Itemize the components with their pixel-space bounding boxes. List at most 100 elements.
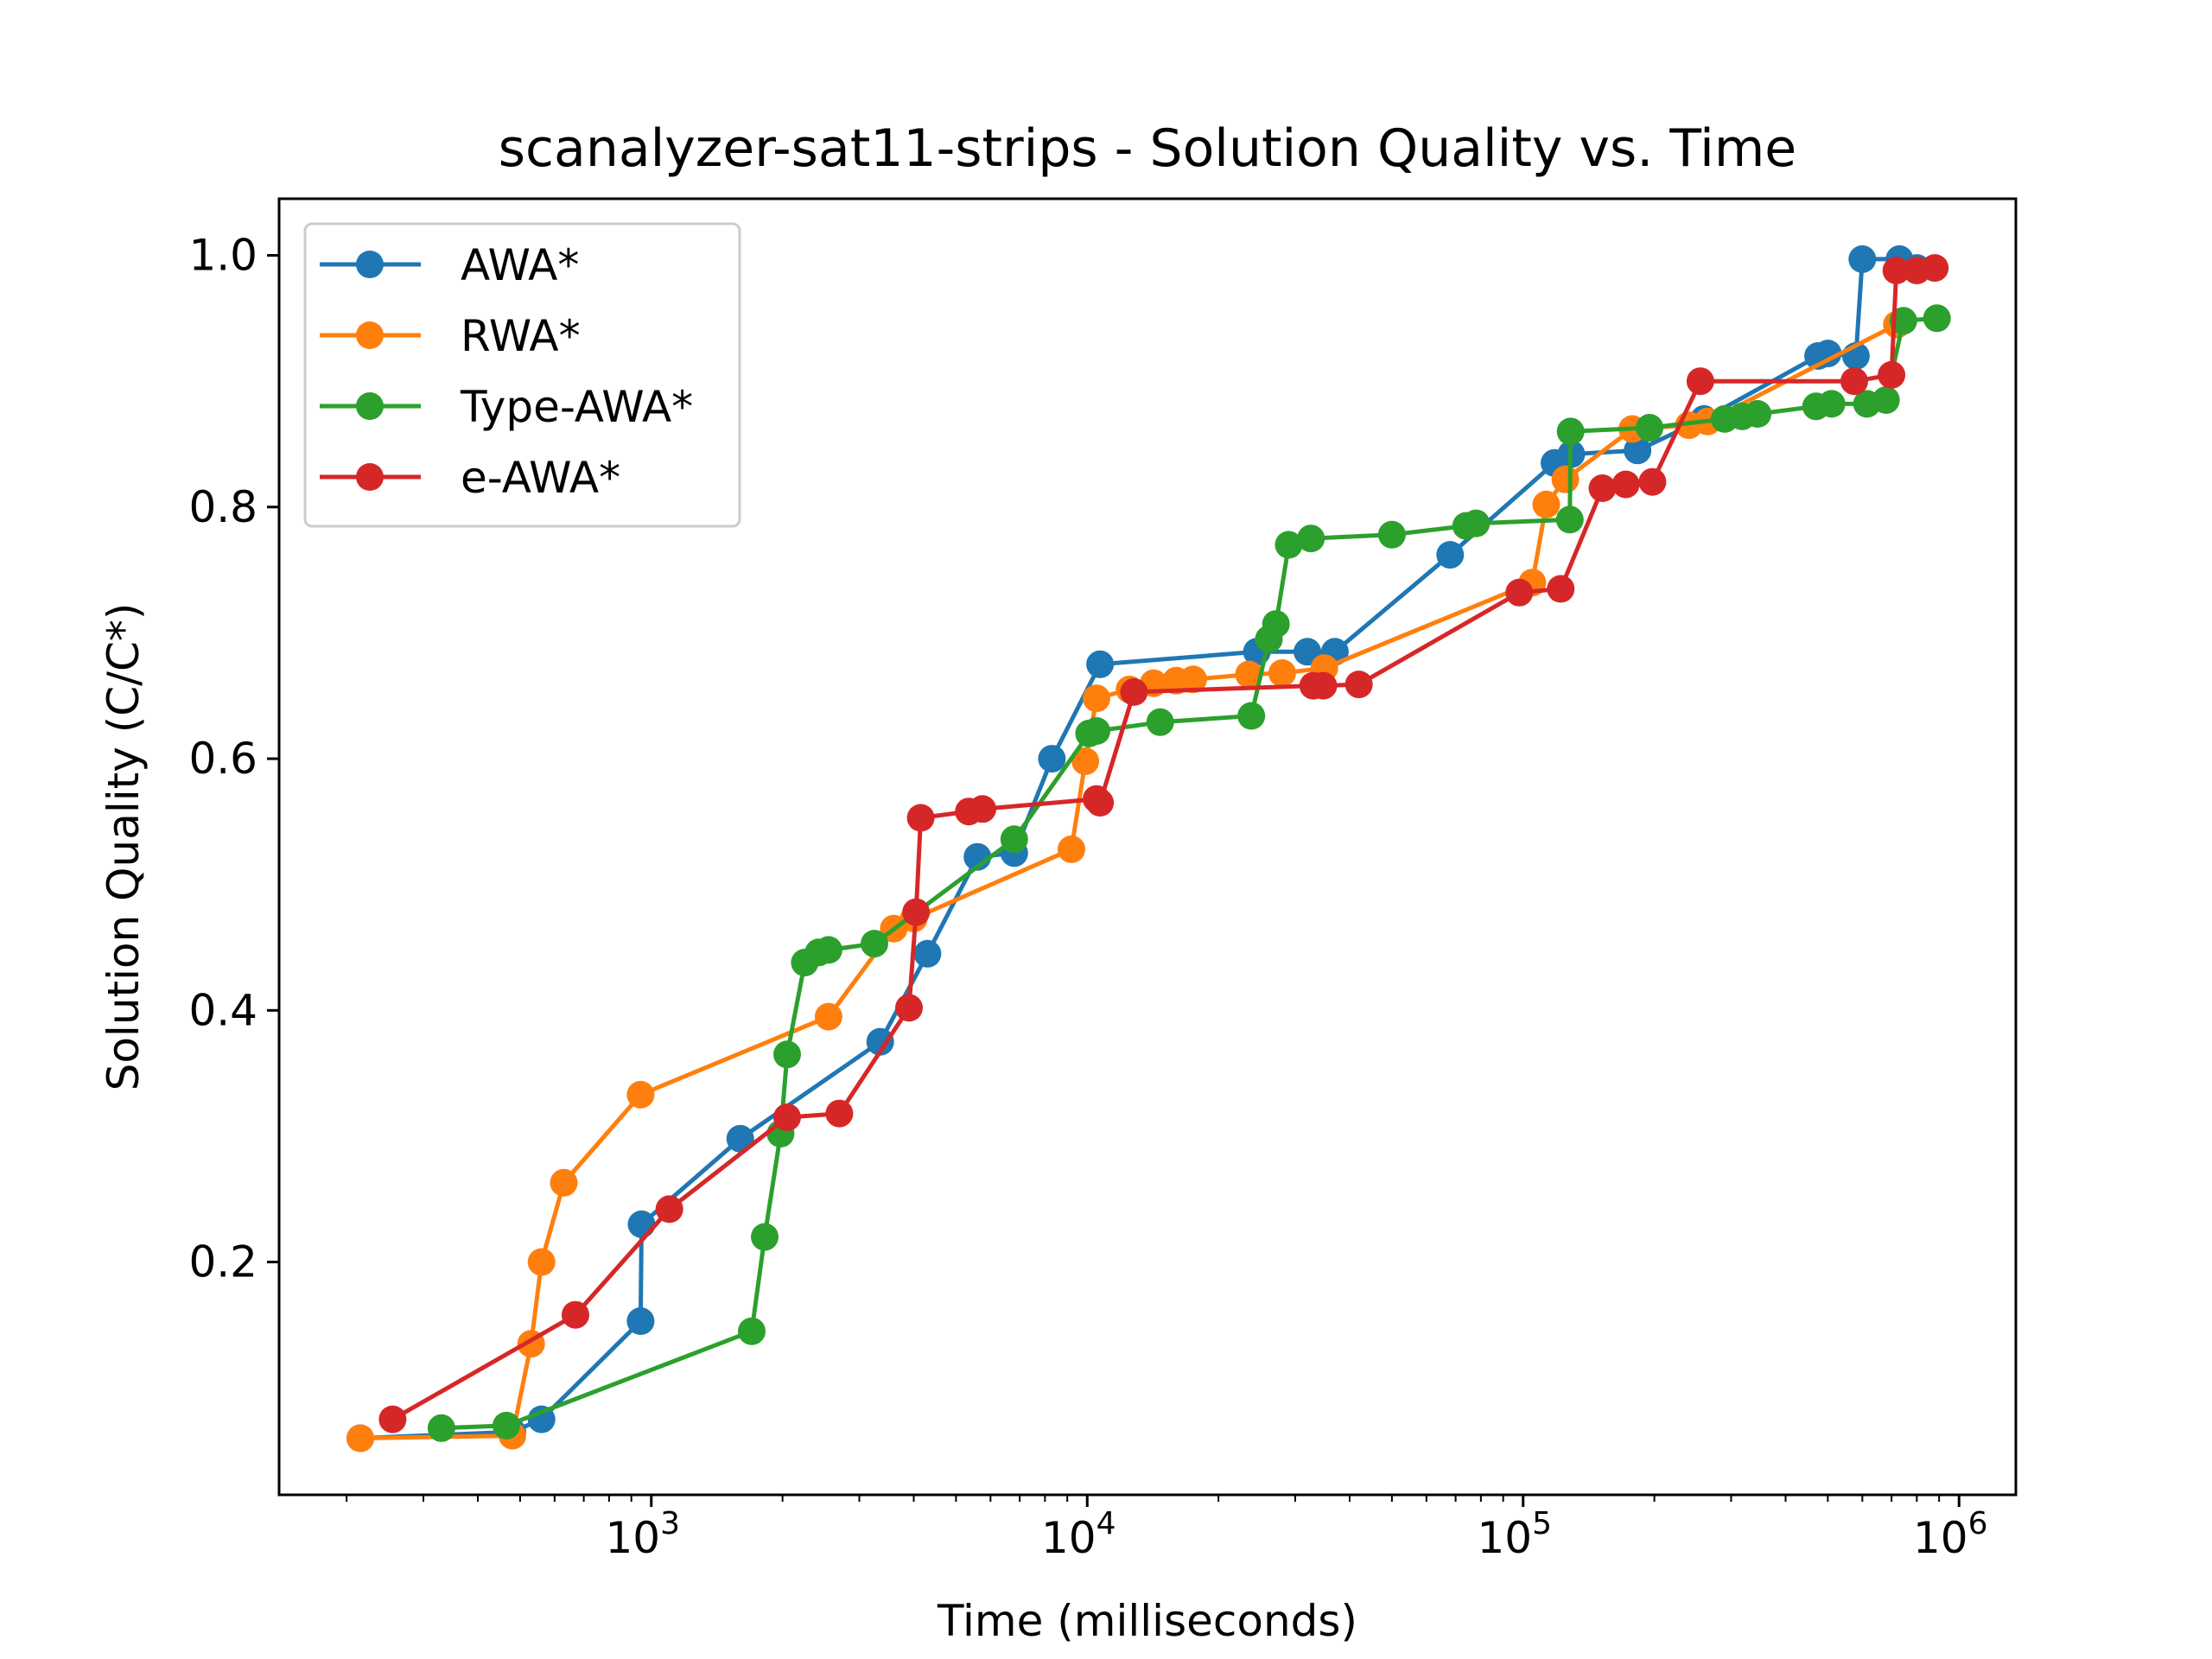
- x-tick-base: 10: [606, 1513, 661, 1563]
- data-point: [1086, 789, 1115, 817]
- data-point: [527, 1248, 556, 1276]
- y-tick-label: 0.6: [188, 734, 257, 784]
- data-point: [627, 1210, 656, 1238]
- data-point: [1611, 470, 1640, 499]
- data-point: [1146, 708, 1174, 736]
- legend-box: [303, 222, 741, 528]
- data-point: [1377, 520, 1406, 549]
- series-e-awa: [378, 254, 1949, 1433]
- data-point: [1882, 257, 1910, 284]
- legend-marker: [356, 321, 384, 349]
- data-point: [1086, 650, 1115, 678]
- data-point: [825, 1099, 854, 1128]
- data-point: [726, 1124, 754, 1153]
- data-point: [562, 1300, 589, 1329]
- legend-item: AWA*: [320, 240, 579, 290]
- data-point: [527, 1405, 556, 1433]
- data-point: [427, 1414, 455, 1442]
- data-point: [1744, 400, 1772, 428]
- data-point: [1532, 490, 1560, 518]
- series-layer: [346, 245, 1951, 1452]
- data-point: [1638, 467, 1667, 496]
- data-point: [1058, 835, 1085, 863]
- data-point: [1344, 671, 1373, 699]
- legend-item: e-AWA*: [320, 453, 620, 503]
- data-point: [1083, 684, 1110, 713]
- x-tick-label: 103: [606, 1506, 681, 1563]
- legend-marker: [356, 463, 384, 491]
- data-point: [1848, 245, 1877, 273]
- y-tick-label: 0.4: [188, 985, 257, 1035]
- data-point: [1588, 474, 1617, 502]
- y-axis-ticks: 0.2 0.4 0.6 0.8 1.0: [188, 231, 279, 1287]
- data-point: [866, 1027, 894, 1056]
- data-point: [1814, 340, 1842, 368]
- x-axis-label: Time (milliseconds): [937, 1596, 1357, 1646]
- data-point: [861, 930, 888, 958]
- data-point: [550, 1168, 578, 1197]
- y-tick-label: 0.8: [188, 482, 257, 532]
- x-axis-ticks: 103 104 105 106: [346, 1495, 1988, 1563]
- data-point: [1878, 360, 1906, 389]
- y-tick-label: 1.0: [188, 231, 257, 281]
- data-point: [1624, 436, 1652, 465]
- data-point: [773, 1040, 801, 1069]
- data-point: [1262, 610, 1290, 639]
- data-point: [814, 1002, 842, 1031]
- data-point: [1462, 509, 1491, 537]
- data-point: [895, 994, 923, 1022]
- data-point: [1817, 390, 1846, 418]
- data-point: [1436, 541, 1465, 569]
- x-tick-base: 10: [1041, 1513, 1096, 1563]
- data-point: [1071, 747, 1100, 775]
- data-point: [913, 939, 942, 968]
- data-point: [738, 1317, 766, 1345]
- legend-label: e-AWA*: [461, 453, 620, 503]
- data-point: [1872, 386, 1900, 414]
- data-point: [1309, 671, 1338, 700]
- data-point: [902, 898, 931, 926]
- data-point: [1268, 659, 1296, 687]
- y-tick-label: 0.2: [188, 1237, 257, 1287]
- data-point: [1237, 702, 1266, 730]
- y-axis-label: Solution Quality (C/C*): [99, 603, 149, 1091]
- legend-label: RWA*: [461, 311, 581, 361]
- series-type-awa: [427, 304, 1951, 1442]
- legend-item: RWA*: [320, 311, 581, 361]
- data-point: [1297, 524, 1325, 553]
- legend-label: Type-AWA*: [460, 382, 693, 432]
- x-tick-label: 105: [1477, 1506, 1552, 1563]
- data-point: [1235, 660, 1263, 689]
- data-point: [626, 1307, 655, 1335]
- x-tick-base: 10: [1913, 1513, 1968, 1563]
- data-point: [1923, 304, 1951, 333]
- legend-marker: [356, 392, 384, 420]
- data-point: [969, 795, 996, 823]
- legend-item: Type-AWA*: [320, 382, 693, 432]
- x-tick-label: 104: [1041, 1506, 1116, 1563]
- legend-label: AWA*: [461, 240, 579, 290]
- x-tick-exponent: 5: [1532, 1506, 1552, 1541]
- data-point: [378, 1405, 407, 1433]
- data-point: [1840, 367, 1868, 396]
- legend-marker: [356, 251, 384, 278]
- data-point: [493, 1411, 520, 1440]
- data-point: [1686, 367, 1714, 396]
- data-point: [1636, 414, 1664, 442]
- data-point: [1120, 677, 1148, 706]
- data-point: [773, 1103, 801, 1132]
- data-point: [1038, 745, 1066, 773]
- legend: AWA* RWA* Type-AWA* e-AWA*: [303, 222, 741, 528]
- data-point: [1555, 505, 1584, 534]
- x-tick-exponent: 6: [1968, 1506, 1988, 1541]
- data-point: [346, 1424, 374, 1452]
- data-point: [1179, 665, 1207, 694]
- data-point: [751, 1223, 779, 1251]
- x-tick-exponent: 3: [660, 1506, 680, 1541]
- data-point: [1547, 575, 1575, 603]
- data-point: [1921, 254, 1949, 283]
- x-tick-exponent: 4: [1096, 1506, 1116, 1541]
- x-tick-label: 106: [1913, 1506, 1988, 1563]
- series-line: [441, 315, 1937, 1431]
